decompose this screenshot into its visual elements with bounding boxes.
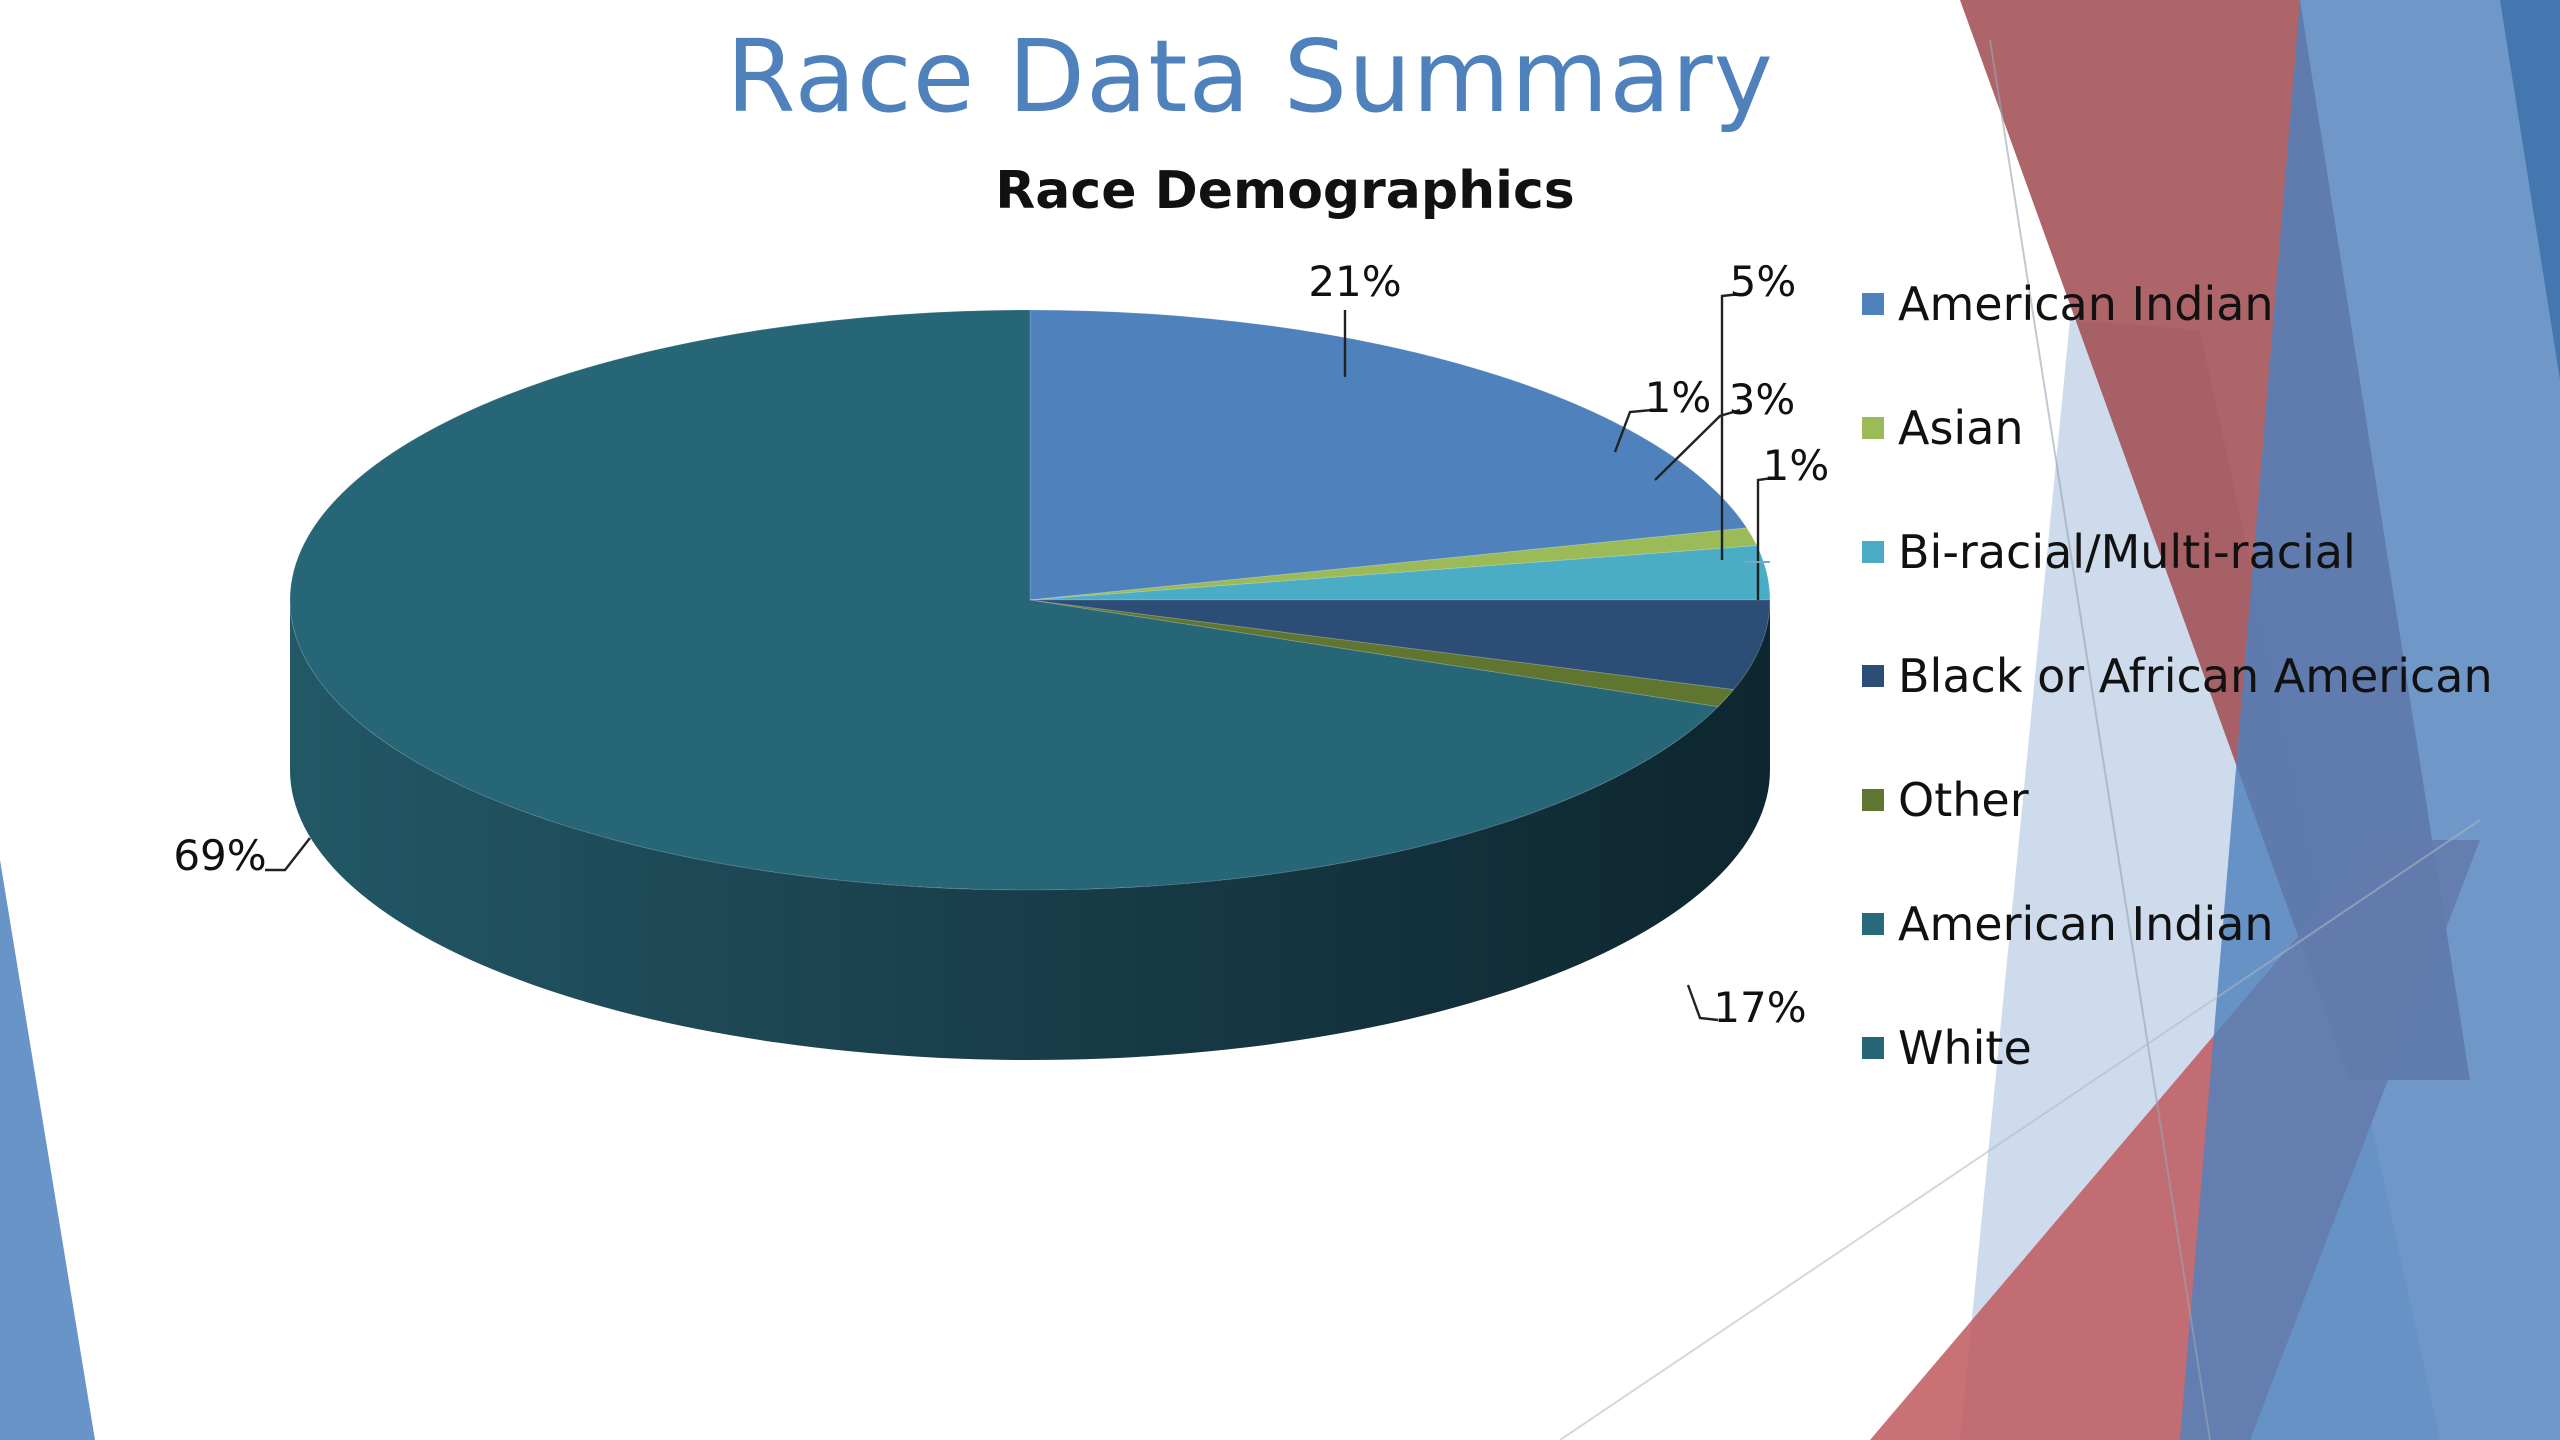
data-label: 21% — [1308, 257, 1401, 306]
legend-swatch — [1862, 665, 1884, 687]
pie-side-wall — [290, 600, 1770, 1060]
pie-top-face — [289, 309, 1771, 891]
legend-swatch — [1862, 1037, 1884, 1059]
legend-label: Asian — [1898, 401, 2024, 455]
deco-shape-blue-right — [2180, 0, 2560, 1440]
legend-swatch — [1862, 417, 1884, 439]
leader-line — [1756, 476, 1773, 600]
slide-title: Race Data Summary — [726, 18, 1774, 135]
data-label: 17% — [1713, 983, 1806, 1032]
deco-line-2 — [1559, 819, 2481, 1440]
legend-label: American Indian — [1898, 277, 2274, 331]
legend-label: White — [1898, 1021, 2032, 1075]
legend-label: Bi-racial/Multi-racial — [1898, 525, 2356, 579]
data-label: 1% — [1763, 441, 1830, 490]
leader-line — [1613, 408, 1653, 453]
leader-line — [1720, 292, 1741, 560]
pie-slice — [1029, 599, 1735, 708]
pie-slice — [289, 309, 1720, 891]
pie-side-face — [290, 600, 1770, 1060]
legend-swatch — [1862, 541, 1884, 563]
data-label: 5% — [1730, 257, 1797, 306]
data-labels: 21% 1% 3% 5% 1% 17% 69% — [173, 257, 1829, 1032]
pie-slice — [1029, 599, 1771, 691]
deco-shape-blue-top — [2500, 0, 2560, 380]
legend-swatch — [1862, 293, 1884, 315]
label-leader-lines — [265, 292, 1773, 1022]
pie-slice — [1029, 309, 1748, 601]
leader-line — [265, 837, 311, 872]
legend-label: Other — [1898, 773, 2029, 827]
legend-label: American Indian — [1898, 897, 2274, 951]
data-label: 69% — [173, 831, 266, 880]
chart-title: Race Demographics — [995, 161, 1574, 221]
data-label: 1% — [1645, 373, 1712, 422]
leader-line — [1654, 408, 1741, 481]
leader-line — [1686, 984, 1719, 1022]
deco-line-1 — [1989, 39, 2211, 1440]
data-label: 3% — [1729, 375, 1796, 424]
legend-label: Black or African American — [1898, 649, 2493, 703]
legend-swatch — [1862, 789, 1884, 811]
deco-shape-blue-left — [0, 860, 95, 1440]
legend-swatch — [1862, 913, 1884, 935]
chart-legend: American Indian Asian Bi-racial/Multi-raci… — [1862, 277, 2493, 1075]
